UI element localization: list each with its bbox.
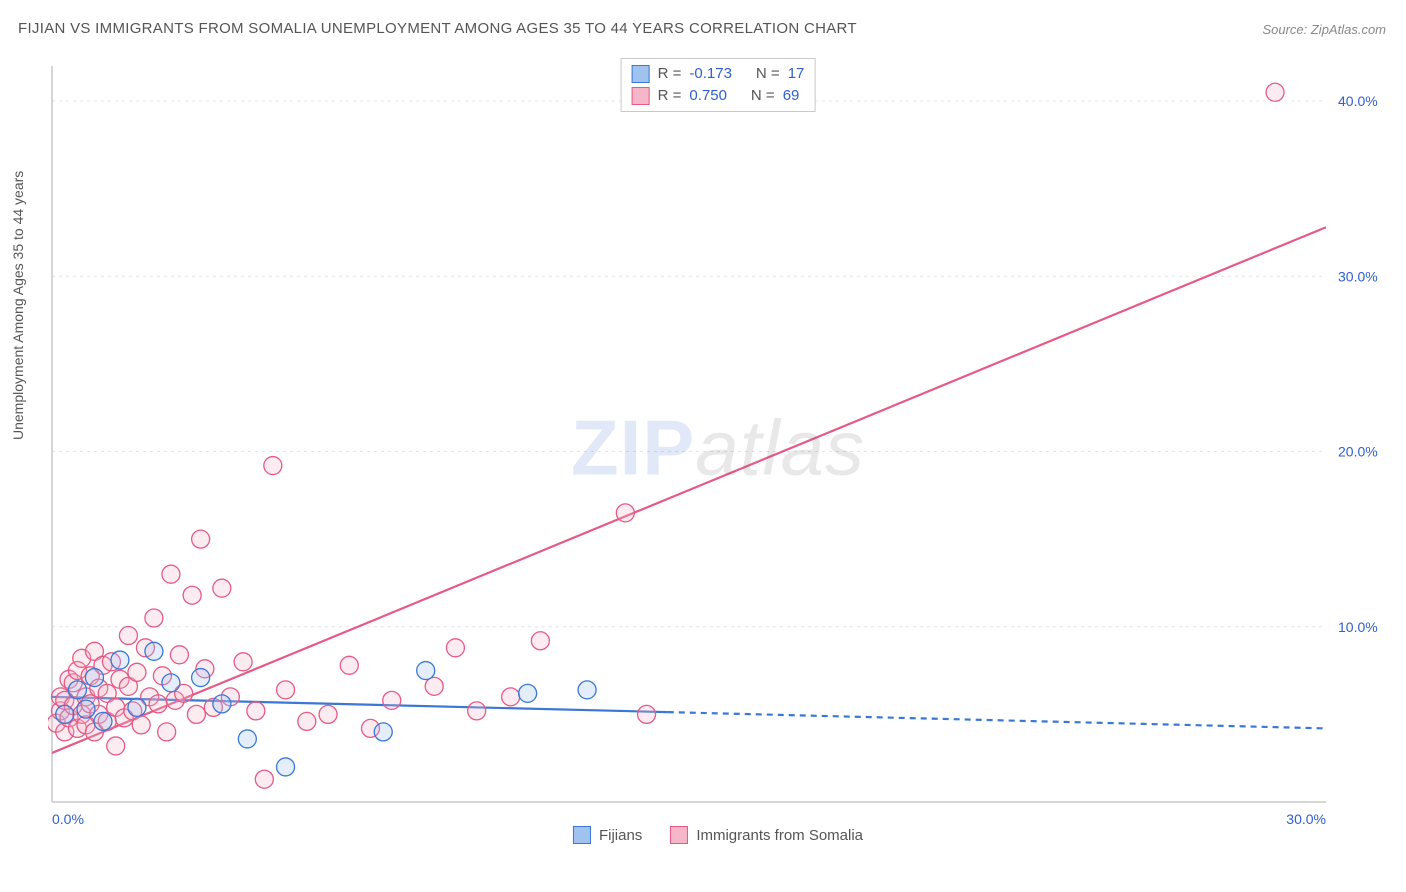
- legend-bottom-swatch-somalia: [670, 826, 688, 844]
- legend-bottom-label-fijians: Fijians: [599, 827, 642, 844]
- legend-r-value-somalia: 0.750: [689, 85, 727, 107]
- source-attribution: Source: ZipAtlas.com: [1262, 22, 1386, 37]
- legend-swatch-fijians: [632, 65, 650, 83]
- y-axis-label: Unemployment Among Ages 35 to 44 years: [10, 171, 26, 440]
- legend-swatch-somalia: [632, 87, 650, 105]
- legend-n-label: N =: [756, 63, 780, 85]
- legend-bottom-label-somalia: Immigrants from Somalia: [696, 827, 863, 844]
- svg-text:40.0%: 40.0%: [1338, 93, 1378, 109]
- correlation-legend: R = -0.173 N = 17 R = 0.750 N = 69: [621, 58, 816, 112]
- scatter-chart-svg: 10.0% 20.0% 30.0% 40.0% 0.0% 30.0%: [48, 58, 1388, 838]
- svg-text:10.0%: 10.0%: [1338, 619, 1378, 635]
- legend-item-somalia: Immigrants from Somalia: [670, 826, 863, 844]
- legend-r-label: R =: [658, 85, 682, 107]
- series-legend: Fijians Immigrants from Somalia: [573, 826, 863, 844]
- chart-area: 10.0%20.0%30.0%40.0%0.0%30.0% ZIPatlas R…: [48, 58, 1388, 838]
- legend-n-value-fijians: 17: [788, 63, 805, 85]
- legend-n-label: N =: [751, 85, 775, 107]
- legend-row-somalia: R = 0.750 N = 69: [632, 85, 805, 107]
- svg-text:0.0%: 0.0%: [52, 811, 84, 827]
- svg-text:20.0%: 20.0%: [1338, 444, 1378, 460]
- chart-title: FIJIAN VS IMMIGRANTS FROM SOMALIA UNEMPL…: [18, 20, 857, 37]
- legend-row-fijians: R = -0.173 N = 17: [632, 63, 805, 85]
- legend-bottom-swatch-fijians: [573, 826, 591, 844]
- svg-text:30.0%: 30.0%: [1338, 268, 1378, 284]
- legend-item-fijians: Fijians: [573, 826, 642, 844]
- legend-r-label: R =: [658, 63, 682, 85]
- legend-r-value-fijians: -0.173: [689, 63, 732, 85]
- svg-text:30.0%: 30.0%: [1286, 811, 1326, 827]
- legend-n-value-somalia: 69: [783, 85, 800, 107]
